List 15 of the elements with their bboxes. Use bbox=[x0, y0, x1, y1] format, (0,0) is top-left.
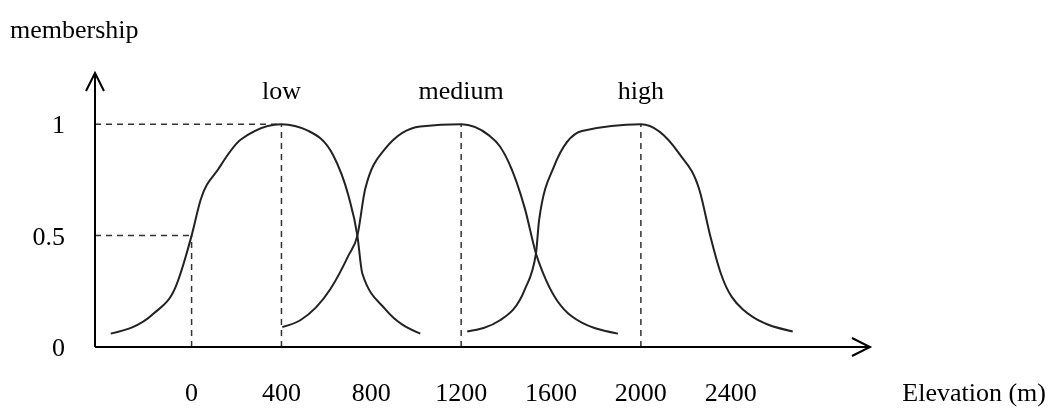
y-tick-label: 0 bbox=[52, 333, 65, 363]
y-axis-title: membership bbox=[10, 15, 139, 44]
x-tick-label: 800 bbox=[351, 378, 391, 407]
x-tick-label: 2000 bbox=[614, 378, 667, 407]
x-tick-label: 400 bbox=[261, 378, 301, 407]
series-label: low bbox=[261, 76, 302, 106]
y-tick-label: 0.5 bbox=[32, 221, 65, 251]
x-axis-title: Elevation (m) bbox=[902, 378, 1046, 407]
series-label: medium bbox=[418, 76, 504, 106]
x-tick-label: 0 bbox=[185, 378, 199, 407]
x-tick-label: 1600 bbox=[525, 378, 578, 407]
x-tick-label: 1200 bbox=[435, 378, 488, 407]
series-label: high bbox=[617, 76, 664, 106]
x-tick-label: 2400 bbox=[704, 378, 757, 407]
y-tick-label: 1 bbox=[52, 110, 65, 140]
